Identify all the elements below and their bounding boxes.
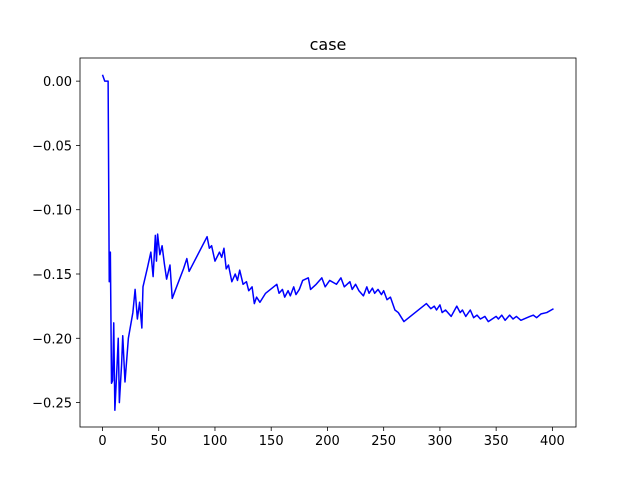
- x-tick-label: 0: [98, 434, 106, 449]
- y-tick-label: 0.00: [43, 75, 72, 90]
- y-tick-label: −0.10: [32, 204, 72, 219]
- x-tick-label: 300: [427, 434, 452, 449]
- x-tick-label: 150: [259, 434, 284, 449]
- x-tick-label: 100: [203, 434, 228, 449]
- x-tick-label: 400: [540, 434, 565, 449]
- x-tick-label: 50: [150, 434, 167, 449]
- chart-title: case: [310, 35, 347, 54]
- x-tick-label: 200: [315, 434, 340, 449]
- y-tick-label: −0.05: [32, 139, 72, 154]
- y-tick-label: −0.15: [32, 268, 72, 283]
- y-tick-label: −0.20: [32, 332, 72, 347]
- x-tick-label: 350: [484, 434, 509, 449]
- x-tick-label: 250: [371, 434, 396, 449]
- line-series: [101, 74, 554, 412]
- plot-frame: [79, 57, 577, 428]
- y-tick-label: −0.25: [32, 397, 72, 412]
